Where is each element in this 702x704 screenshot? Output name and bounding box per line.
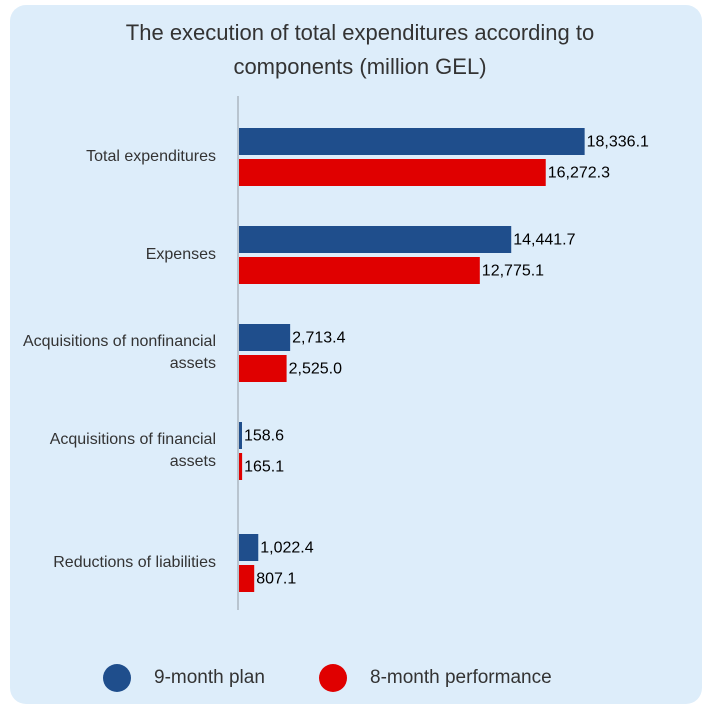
bar xyxy=(239,453,243,480)
category-label: Acquisitions of financial assets xyxy=(49,431,216,470)
category-label: Acquisitions of nonfinancial assets xyxy=(22,333,216,372)
value-label: 165.1 xyxy=(244,459,284,476)
value-label: 14,441.7 xyxy=(513,232,575,249)
bar xyxy=(239,159,546,186)
legend-swatch xyxy=(103,664,131,692)
value-label: 2,713.4 xyxy=(292,330,345,347)
bar xyxy=(239,324,291,351)
bar xyxy=(239,257,480,284)
bar xyxy=(239,422,242,449)
value-label: 16,272.3 xyxy=(548,165,610,182)
category-label: Total expenditures xyxy=(86,148,216,165)
legend-label: 8-month performance xyxy=(370,667,552,688)
value-label: 18,336.1 xyxy=(587,134,649,151)
legend-swatch xyxy=(319,664,347,692)
value-label: 1,022.4 xyxy=(260,540,313,557)
value-label: 807.1 xyxy=(256,571,296,588)
category-label: Reductions of liabilities xyxy=(53,554,216,571)
bar xyxy=(239,534,259,561)
bar xyxy=(239,128,585,155)
bar xyxy=(239,226,512,253)
value-label: 12,775.1 xyxy=(482,263,544,280)
value-label: 2,525.0 xyxy=(289,361,342,378)
value-label: 158.6 xyxy=(244,428,284,445)
chart-title: The execution of total expenditures acco… xyxy=(125,20,595,79)
card xyxy=(10,5,702,704)
category-label: Expenses xyxy=(145,246,216,263)
bar xyxy=(239,355,287,382)
legend-label: 9-month plan xyxy=(154,667,265,688)
bar xyxy=(239,565,255,592)
